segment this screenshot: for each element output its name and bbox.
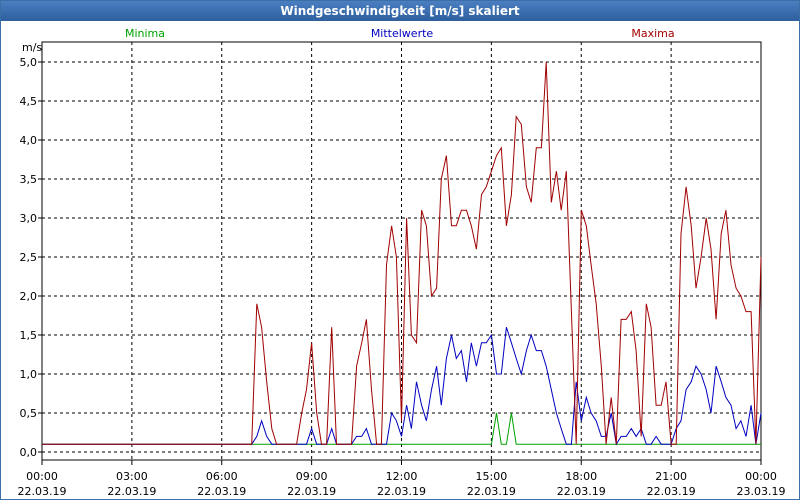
y-tick-label: 3,0	[20, 212, 38, 225]
x-tick-time: 03:00	[116, 470, 148, 483]
y-tick-label: 0,0	[20, 446, 38, 459]
y-axis-ticks: 0,0 0,5 1,0 1,5 2,0 2,5 3,0 3,5 4,0 4,5 5,0	[20, 56, 42, 459]
x-tick-date: 22.03.19	[287, 485, 336, 498]
series-line-maxima	[42, 61, 762, 445]
x-tick-date: 22.03.19	[18, 485, 67, 498]
y-tick-label: 4,5	[20, 95, 38, 108]
x-tick-time: 15:00	[476, 470, 508, 483]
y-tick-label: 5,0	[20, 56, 38, 69]
x-tick-time: 00:00	[745, 470, 777, 483]
x-tick-date: 22.03.19	[107, 485, 156, 498]
y-axis-label: m/s	[22, 41, 42, 54]
y-tick-label: 0,5	[20, 407, 38, 420]
x-tick-date: 22.03.19	[467, 485, 516, 498]
legend-minima: Minima	[125, 27, 165, 40]
series-line-mittelwerte	[42, 327, 762, 446]
x-tick-time: 09:00	[296, 470, 328, 483]
y-tick-label: 4,0	[20, 134, 38, 147]
x-tick-time: 21:00	[655, 470, 687, 483]
y-tick-label: 3,5	[20, 173, 38, 186]
y-tick-label: 1,5	[20, 329, 38, 342]
x-tick-date: 23.03.19	[737, 485, 786, 498]
series-lines	[42, 61, 762, 446]
y-tick-label: 1,0	[20, 368, 38, 381]
grid-lines	[42, 42, 761, 460]
x-tick-time: 12:00	[386, 470, 418, 483]
x-axis-ticks: 00:00 22.03.19 03:00 22.03.19 06:00 22.03.19 0…	[18, 460, 786, 498]
x-tick-date: 22.03.19	[377, 485, 426, 498]
x-tick-date: 22.03.19	[197, 485, 246, 498]
x-tick-time: 06:00	[206, 470, 238, 483]
x-tick-time: 18:00	[565, 470, 597, 483]
x-tick-time: 00:00	[26, 470, 58, 483]
legend-mittelwerte: Mittelwerte	[371, 27, 434, 40]
y-tick-label: 2,5	[20, 251, 38, 264]
y-tick-label: 2,0	[20, 290, 38, 303]
x-tick-date: 22.03.19	[557, 485, 606, 498]
legend-maxima: Maxima	[631, 27, 674, 40]
legend: Minima Mittelwerte Maxima	[125, 27, 675, 40]
series-line-minima	[42, 412, 761, 445]
chart-title: Windgeschwindigkeit [m/s] skaliert	[1, 1, 799, 21]
x-tick-date: 22.03.19	[647, 485, 696, 498]
